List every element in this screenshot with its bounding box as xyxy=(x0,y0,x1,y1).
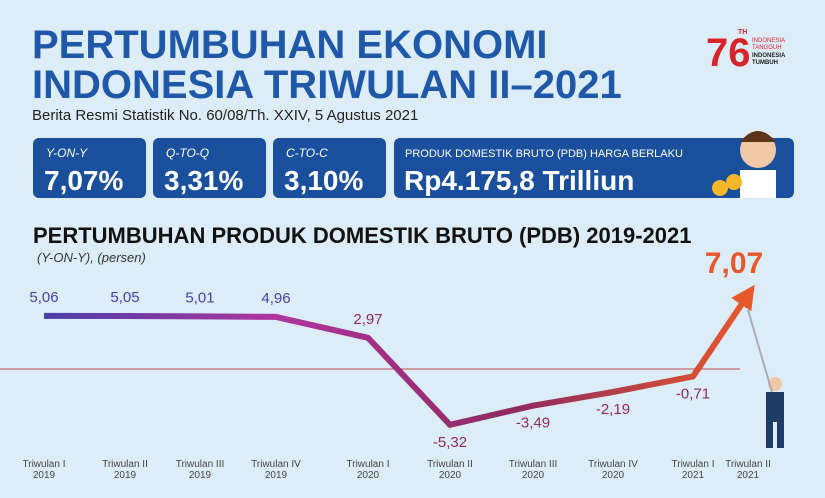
person-hair xyxy=(740,131,776,142)
stat-value: 3,31% xyxy=(164,165,243,196)
x-tick-label: Triwulan III xyxy=(509,459,558,470)
x-tick-label: Triwulan I xyxy=(347,459,390,470)
stat-label: Y-ON-Y xyxy=(46,146,88,160)
stat-box xyxy=(273,138,386,198)
x-tick-label: Triwulan II xyxy=(102,459,148,470)
stat-boxes: Y-ON-Y 7,07% Q-TO-Q 3,31% C-TO-C 3,10% P… xyxy=(33,131,794,198)
x-tick-label: Triwulan II xyxy=(725,459,771,470)
chart-subtitle: (Y-ON-Y), (persen) xyxy=(37,250,146,265)
x-tick-label: 2019 xyxy=(33,470,56,481)
value-label: -3,49 xyxy=(516,415,550,432)
stat-box xyxy=(153,138,266,198)
value-label: 2,97 xyxy=(353,311,382,328)
title: INDONESIA TRIWULAN II–2021 xyxy=(32,63,622,107)
logo-text: INDONESIA xyxy=(752,38,785,44)
worker-illustration xyxy=(747,309,784,448)
coin-icon xyxy=(726,174,742,190)
x-tick-label: Triwulan IV xyxy=(251,459,301,470)
logo-text: TANGGUH xyxy=(752,45,782,51)
gdp-box xyxy=(394,138,794,198)
gdp-label: PRODUK DOMESTIK BRUTO (PDB) HARGA BERLAK… xyxy=(405,148,683,160)
stat-value: 7,07% xyxy=(44,165,123,196)
stat-value: 3,10% xyxy=(284,165,363,196)
line xyxy=(43,284,755,428)
value-label: -2,19 xyxy=(596,401,630,418)
worker-leg xyxy=(766,422,773,448)
value-label: 5,01 xyxy=(185,289,214,306)
value-label: 4,96 xyxy=(261,290,290,307)
x-tick-label: 2019 xyxy=(189,470,212,481)
value-label: 7,07 xyxy=(705,247,763,280)
logo-text: INDONESIA xyxy=(752,53,786,59)
value-label: 5,06 xyxy=(29,289,58,306)
x-tick-label: Triwulan II xyxy=(427,459,473,470)
logo: 76 TH INDONESIA TANGGUH INDONESIA TUMBUH xyxy=(706,29,786,75)
worker-body xyxy=(766,392,784,422)
subtitle: Berita Resmi Statistik No. 60/08/Th. XXI… xyxy=(32,107,418,124)
logo-suffix: TH xyxy=(738,29,747,36)
stat-label: C-TO-C xyxy=(286,146,328,160)
gdp-value: Rp4.175,8 Trilliun xyxy=(404,165,634,196)
logo-number: 76 xyxy=(706,31,751,75)
x-tick-label: 2020 xyxy=(602,470,625,481)
x-tick-label: 2020 xyxy=(357,470,380,481)
x-tick-label: 2020 xyxy=(439,470,462,481)
value-label: -0,71 xyxy=(676,385,710,402)
x-tick-label: Triwulan IV xyxy=(588,459,638,470)
chart-title: PERTUMBUHAN PRODUK DOMESTIK BRUTO (PDB) … xyxy=(33,223,691,248)
x-tick-label: 2021 xyxy=(682,470,705,481)
x-tick-label: 2019 xyxy=(114,470,137,481)
coin-icon xyxy=(712,180,728,196)
x-tick-label: 2019 xyxy=(265,470,288,481)
person-body xyxy=(740,170,776,198)
x-tick-label: Triwulan III xyxy=(176,459,225,470)
title: PERTUMBUHAN EKONOMI xyxy=(32,23,548,67)
logo-text: TUMBUH xyxy=(752,60,778,66)
worker-leg xyxy=(777,422,784,448)
rope xyxy=(747,309,773,393)
x-tick-label: Triwulan I xyxy=(23,459,66,470)
x-tick-label: 2020 xyxy=(522,470,545,481)
x-tick-label: 2021 xyxy=(737,470,760,481)
stat-label: Q-TO-Q xyxy=(166,146,209,160)
stat-box xyxy=(33,138,146,198)
x-tick-label: Triwulan I xyxy=(672,459,715,470)
value-label: 5,05 xyxy=(110,289,139,306)
value-label: -5,32 xyxy=(433,434,467,451)
